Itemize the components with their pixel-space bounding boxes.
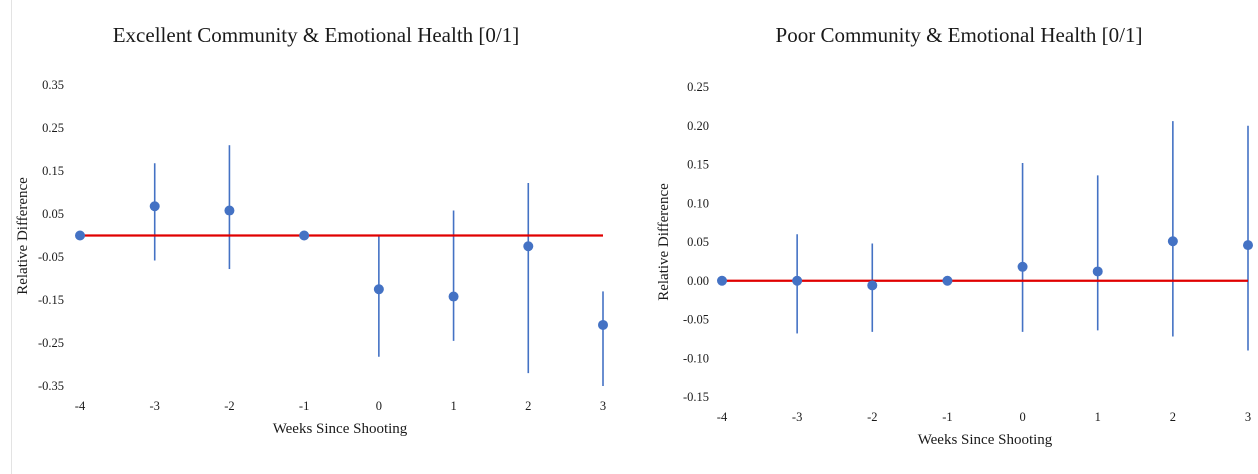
x-tick-label: 0 xyxy=(1019,410,1025,424)
data-point xyxy=(75,230,85,241)
left-border-line xyxy=(11,0,12,474)
data-point xyxy=(717,275,727,286)
data-point xyxy=(224,205,235,216)
y-tick-label: 0.35 xyxy=(42,78,64,92)
data-point xyxy=(598,319,608,330)
y-tick-label: -0.35 xyxy=(38,379,64,393)
x-tick-label: -1 xyxy=(299,399,309,413)
data-point xyxy=(523,241,534,252)
x-tick-label: 0 xyxy=(376,399,382,413)
x-tick-label: 1 xyxy=(1095,410,1101,424)
chart-panel-2: Poor Community & Emotional Health [0/1] 0… xyxy=(656,23,1253,448)
y-axis-title: Relative Difference xyxy=(656,183,672,301)
y-axis-title: Relative Difference xyxy=(15,177,31,295)
x-tick-label: 2 xyxy=(525,399,531,413)
y-tick-label: -0.15 xyxy=(38,293,64,307)
data-point xyxy=(448,291,459,302)
y-tick-label: 0.10 xyxy=(687,196,709,210)
y-tick-label: -0.05 xyxy=(683,313,709,327)
y-tick-label: 0.05 xyxy=(42,207,64,221)
data-point xyxy=(373,284,384,295)
x-tick-label: -2 xyxy=(867,410,877,424)
data-point xyxy=(1243,240,1253,251)
y-tick-label: 0.25 xyxy=(42,121,64,135)
x-tick-label: -1 xyxy=(942,410,952,424)
y-tick-label: -0.05 xyxy=(38,250,64,264)
y-tick-label: -0.25 xyxy=(38,336,64,350)
data-point xyxy=(149,201,160,212)
x-tick-label: -4 xyxy=(717,410,728,424)
x-axis-title: Weeks Since Shooting xyxy=(918,432,1053,448)
x-tick-label: 3 xyxy=(600,399,606,413)
data-point xyxy=(792,275,803,286)
x-tick-label: 3 xyxy=(1245,410,1251,424)
y-tick-label: 0.25 xyxy=(687,80,709,94)
x-tick-label: 1 xyxy=(450,399,456,413)
y-tick-label: -0.15 xyxy=(683,390,709,404)
data-point xyxy=(299,230,310,241)
data-point xyxy=(1167,236,1178,247)
data-point xyxy=(942,275,953,286)
y-tick-label: 0.00 xyxy=(687,274,709,288)
chart-panel-1: Excellent Community & Emotional Health [… xyxy=(15,23,608,437)
x-tick-label: -3 xyxy=(150,399,160,413)
x-tick-label: -4 xyxy=(75,399,86,413)
data-point xyxy=(1092,266,1103,277)
chart-title: Poor Community & Emotional Health [0/1] xyxy=(776,23,1143,47)
x-tick-label: -2 xyxy=(224,399,234,413)
y-tick-label: 0.05 xyxy=(687,235,709,249)
data-point xyxy=(867,280,878,291)
chart-title: Excellent Community & Emotional Health [… xyxy=(113,23,520,47)
data-point xyxy=(1017,261,1028,272)
y-tick-label: 0.15 xyxy=(42,164,64,178)
y-tick-label: -0.10 xyxy=(683,351,709,365)
y-tick-label: 0.15 xyxy=(687,158,709,172)
x-tick-label: 2 xyxy=(1170,410,1176,424)
x-tick-label: -3 xyxy=(792,410,802,424)
y-tick-label: 0.20 xyxy=(687,119,709,133)
x-axis-title: Weeks Since Shooting xyxy=(273,421,408,437)
